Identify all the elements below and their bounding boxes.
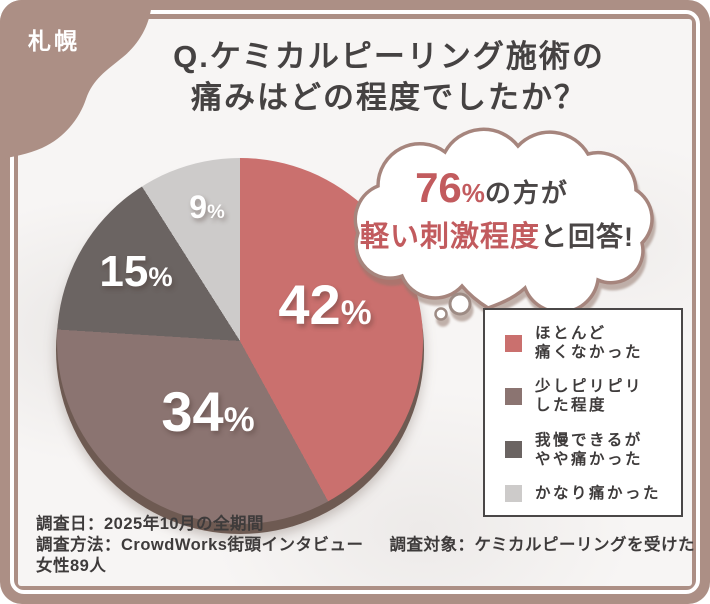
bubble-line2-rest: と回答! [540, 222, 635, 252]
page-title: Q.ケミカルピーリング施術の 痛みはどの程度でしたか？ [72, 36, 706, 118]
speech-bubble: 76%の方が 軽い刺激程度と回答! [340, 127, 660, 338]
pie-label-slice-3: 15% [99, 247, 173, 296]
bubble-line-1: 76%の方が [415, 164, 569, 212]
title-line-1: Q.ケミカルピーリング施術の [173, 39, 605, 74]
survey-target: 調査対象：ケミカルピーリングを受けた女性89人 [36, 536, 695, 575]
legend-item-2: 少しピリピリ した程度 [505, 377, 675, 415]
corner-wave-shape [0, 0, 160, 165]
legend-label: 我慢できるが [535, 431, 643, 449]
city-badge: 札幌 [28, 28, 80, 54]
survey-date: 調査日：2025年10月の全期間 [36, 515, 265, 533]
bubble-line-2: 軽い刺激程度と回答! [360, 213, 634, 255]
pie-label-slice-2: 34% [161, 380, 255, 443]
pie-label-slice-4: 9% [189, 189, 225, 225]
legend-swatch-mauve [505, 387, 522, 405]
legend-label: ほとんど [535, 325, 607, 342]
legend-label: 痛くなかった [535, 344, 644, 361]
pie-label-slice-1: 42% [278, 273, 372, 336]
bubble-line1-rest: の方が [484, 178, 569, 208]
legend-swatch-darkgray [505, 441, 522, 459]
legend-item-1: ほとんど痛くなかった [505, 324, 675, 362]
title-line-2: 痛みはどの程度でしたか？ [191, 80, 587, 115]
bubble-percvalue: 76 [415, 164, 462, 211]
thought-dot-small-icon [434, 307, 448, 321]
survey-method: 調査方法：CrowdWorks街頭インタビュー [36, 536, 364, 554]
survey-info: 調査日：2025年10月の全期間 調査方法：CrowdWorks街頭インタビュー… [36, 514, 710, 577]
legend-swatch-red [505, 334, 522, 352]
bubble-line2-highlight: 軽い刺激程度 [359, 221, 541, 253]
thought-dot-large-icon [448, 292, 472, 316]
survey-method-target: 調査方法：CrowdWorks街頭インタビュー 調査対象：ケミカルピーリングを受け… [36, 535, 710, 577]
frame-border-line [10, 10, 700, 594]
legend-item-3: 我慢できるが やや痛かった [505, 431, 675, 469]
legend-label: かなり痛かった [535, 484, 662, 502]
cloud-shape [353, 127, 654, 321]
legend-label: やや痛かった [535, 450, 644, 468]
legend-swatch-lightgray [505, 484, 522, 502]
bubble-percent-sign: % [461, 178, 485, 208]
legend-box: ほとんど痛くなかった 少しピリピリ した程度 我慢できるが やや痛かった かなり痛か… [483, 308, 683, 517]
legend-item-4: かなり痛かった [505, 484, 675, 503]
legend-label: した程度 [535, 397, 608, 415]
legend-label: 少しピリピリ [535, 378, 644, 396]
